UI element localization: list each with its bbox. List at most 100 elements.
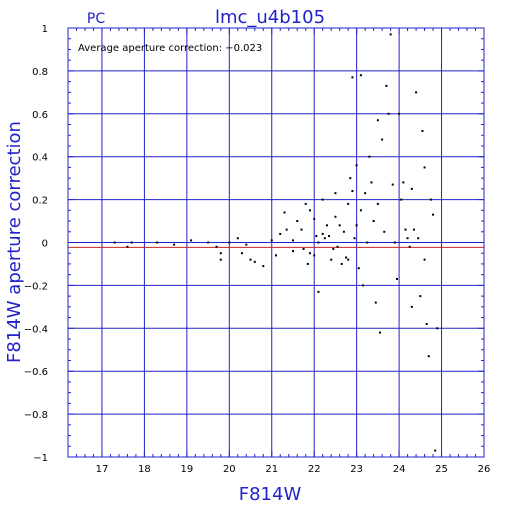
data-point xyxy=(130,241,133,244)
data-point xyxy=(313,254,316,257)
data-point xyxy=(156,241,159,244)
data-point xyxy=(370,181,373,184)
data-point xyxy=(421,129,424,132)
data-point xyxy=(228,241,231,244)
data-point xyxy=(338,224,341,227)
data-point xyxy=(419,295,422,298)
x-tick-label: 21 xyxy=(265,464,278,475)
data-point xyxy=(355,164,358,167)
y-tick-label: 0.8 xyxy=(32,67,48,78)
data-point xyxy=(406,237,409,240)
x-tick-label: 17 xyxy=(96,464,109,475)
data-point xyxy=(362,284,365,287)
data-point xyxy=(391,183,394,186)
data-point xyxy=(387,112,390,115)
data-point xyxy=(417,237,420,240)
y-axis-label: F814W aperture correction xyxy=(4,121,25,363)
data-point xyxy=(291,239,294,242)
data-point xyxy=(304,202,307,205)
data-point xyxy=(410,305,413,308)
data-point xyxy=(262,265,265,268)
x-tick-label: 24 xyxy=(393,464,406,475)
data-point xyxy=(190,239,193,242)
x-tick-label: 25 xyxy=(435,464,448,475)
data-point xyxy=(351,76,354,79)
data-point xyxy=(383,230,386,233)
data-point xyxy=(351,190,354,193)
data-point xyxy=(423,166,426,169)
data-point xyxy=(219,258,222,261)
data-point xyxy=(412,228,415,231)
data-point xyxy=(308,209,311,212)
data-point xyxy=(313,217,316,220)
x-tick-label: 20 xyxy=(223,464,236,475)
y-tick-label: −0.2 xyxy=(24,281,48,292)
data-point xyxy=(376,119,379,122)
data-point xyxy=(300,228,303,231)
data-point xyxy=(306,262,309,265)
data-point xyxy=(336,245,339,248)
data-point xyxy=(245,243,248,246)
data-point xyxy=(249,258,252,261)
data-point xyxy=(323,237,326,240)
x-tick-label: 18 xyxy=(138,464,151,475)
data-point xyxy=(398,112,401,115)
data-point xyxy=(353,237,356,240)
data-point xyxy=(215,245,218,248)
data-point xyxy=(302,247,305,250)
data-point xyxy=(410,187,413,190)
x-tick-label: 19 xyxy=(180,464,193,475)
data-point xyxy=(415,91,418,94)
y-tick-label: 0.2 xyxy=(32,196,48,207)
data-point xyxy=(425,323,428,326)
data-point xyxy=(332,247,335,250)
x-tick-labels: 17 18 19 20 21 22 23 24 25 26 xyxy=(96,464,491,475)
data-point xyxy=(395,277,398,280)
data-point xyxy=(317,290,320,293)
data-point xyxy=(219,252,222,255)
x-tick-label: 26 xyxy=(478,464,491,475)
y-tick-labels: −1 −0.8 −0.6 −0.4 −0.2 0 0.2 0.4 0.6 0.8 1 xyxy=(24,24,48,464)
data-point xyxy=(321,198,324,201)
data-point xyxy=(340,262,343,265)
data-point xyxy=(434,449,437,452)
data-point xyxy=(402,181,405,184)
data-point xyxy=(342,230,345,233)
data-point xyxy=(321,232,324,235)
data-point xyxy=(436,327,439,330)
ticks xyxy=(67,27,485,458)
data-point xyxy=(364,192,367,195)
y-tick-label: 0.6 xyxy=(32,110,48,121)
data-point xyxy=(241,252,244,255)
data-point xyxy=(317,241,320,244)
data-point xyxy=(368,155,371,158)
data-point xyxy=(279,232,282,235)
data-point xyxy=(325,224,328,227)
data-point xyxy=(423,258,426,261)
data-point xyxy=(334,192,337,195)
data-point xyxy=(347,258,350,261)
data-point xyxy=(207,241,210,244)
data-point xyxy=(379,331,381,334)
data-point xyxy=(427,355,430,358)
data-point xyxy=(374,301,377,304)
data-point xyxy=(296,220,299,223)
data-point xyxy=(393,241,396,244)
y-tick-label: 0.4 xyxy=(32,153,48,164)
y-tick-label: −0.4 xyxy=(24,324,48,335)
y-tick-label: −1 xyxy=(33,453,48,464)
data-point xyxy=(308,252,311,255)
data-point xyxy=(408,245,411,248)
data-point xyxy=(429,198,432,201)
data-point xyxy=(173,243,176,246)
data-point xyxy=(291,250,294,253)
data-point xyxy=(372,220,375,223)
average-correction-annotation: Average aperture correction: −0.023 xyxy=(78,43,262,54)
y-tick-label: 0 xyxy=(42,239,48,250)
data-points xyxy=(113,33,439,452)
chart-title: lmc_u4b105 xyxy=(215,7,325,28)
data-point xyxy=(385,84,388,87)
data-point xyxy=(347,202,350,205)
